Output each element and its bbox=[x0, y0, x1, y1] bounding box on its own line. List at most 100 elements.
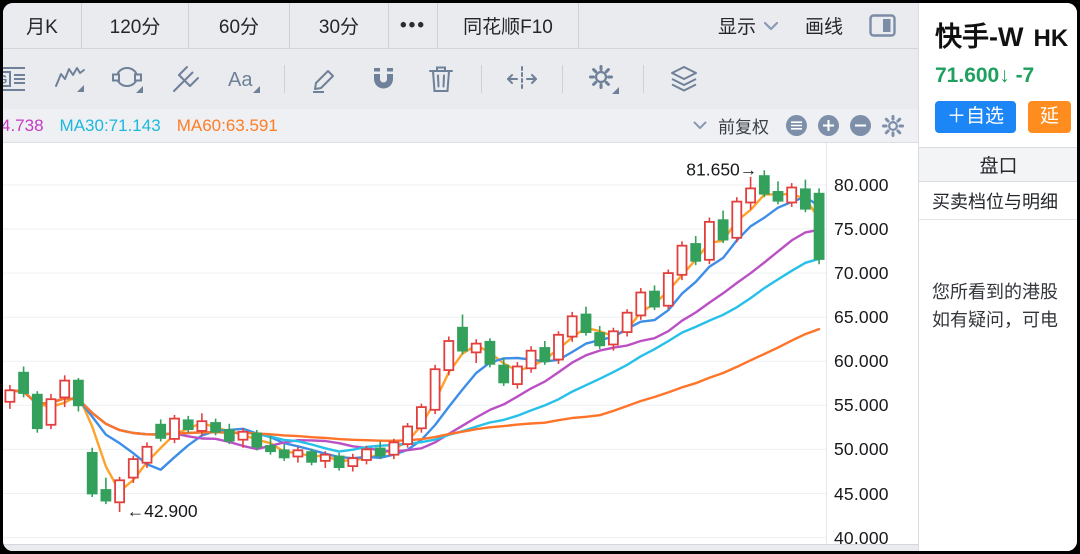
tab-60min[interactable]: 60分 bbox=[189, 3, 290, 48]
candle-body bbox=[333, 455, 345, 469]
chart-settings-button[interactable] bbox=[882, 114, 904, 137]
candle-body bbox=[319, 453, 331, 462]
horizontal-expand-icon[interactable] bbox=[504, 61, 540, 97]
add-watchlist-button[interactable]: ＋自选 bbox=[935, 101, 1017, 133]
chevron-down-icon bbox=[763, 15, 779, 37]
quote-panel: 快手-W HK 71.600↓ -7 ＋自选 延 盘口 买卖档位与明细 您所看到的… bbox=[918, 3, 1077, 551]
toolbar-separator bbox=[643, 65, 644, 93]
candle-body bbox=[800, 188, 811, 210]
period-tab-bar: 月K 120分 60分 30分 ••• 同花顺F10 显示 画线 bbox=[3, 3, 918, 49]
magnet-icon[interactable] bbox=[365, 61, 401, 97]
tab-30min[interactable]: 30分 bbox=[290, 3, 389, 48]
candle-body bbox=[73, 379, 84, 407]
candle-body bbox=[662, 272, 674, 307]
candle-body bbox=[731, 200, 743, 239]
candle-body bbox=[155, 423, 167, 439]
indicator-list-button[interactable] bbox=[786, 115, 807, 136]
candle-body bbox=[402, 425, 414, 446]
candle-body bbox=[676, 244, 688, 276]
hk-quote-notice: 您所看到的港股 如有疑问，可电 bbox=[919, 278, 1077, 334]
price-axis-label: 75.000 bbox=[834, 218, 889, 239]
candle-body bbox=[182, 419, 194, 430]
candle-body bbox=[59, 379, 71, 399]
svg-text:Aa: Aa bbox=[228, 69, 253, 91]
candle-body bbox=[4, 389, 16, 403]
tab-month-k[interactable]: 月K bbox=[3, 3, 82, 48]
price-axis-label: 80.000 bbox=[834, 174, 889, 195]
tab-more-periods[interactable]: ••• bbox=[389, 3, 438, 48]
ellipse-tool-icon[interactable] bbox=[110, 61, 146, 97]
price-axis: 80.000 75.000 70.000 65.000 60.000 55.000 50.0… bbox=[827, 143, 918, 548]
draw-line-button[interactable]: 画线 bbox=[804, 17, 843, 38]
candle-body bbox=[635, 291, 647, 317]
candle-body bbox=[649, 290, 660, 308]
tabbar-right-controls: 显示 画线 bbox=[718, 3, 918, 48]
ma30-value: MA30:71.143 bbox=[59, 115, 161, 135]
candle-body bbox=[278, 449, 290, 459]
delayed-quote-badge[interactable]: 延 bbox=[1028, 101, 1072, 133]
price-annotation: 81.650→ bbox=[686, 159, 757, 179]
price-axis-label: 40.000 bbox=[834, 527, 889, 548]
notice-line: 如有疑问，可电 bbox=[932, 310, 1058, 330]
candle-body bbox=[361, 448, 372, 461]
candle-body bbox=[265, 444, 276, 453]
candle-body bbox=[608, 330, 619, 346]
ma-value-labels: 4.738 MA30:71.143 MA60:63.591 bbox=[3, 116, 278, 136]
tab-ths-f10[interactable]: 同花顺F10 bbox=[438, 3, 579, 48]
candle-body bbox=[758, 175, 770, 195]
candle-body bbox=[141, 445, 153, 464]
tab-120min[interactable]: 120分 bbox=[82, 3, 189, 48]
panel-layout-icon[interactable] bbox=[869, 14, 896, 37]
gear-icon[interactable] bbox=[585, 61, 621, 97]
app-window: 月K 120分 60分 30分 ••• 同花顺F10 显示 画线 bbox=[3, 3, 1077, 551]
notice-line: 您所看到的港股 bbox=[932, 282, 1058, 302]
zoom-in-button[interactable] bbox=[818, 115, 839, 136]
text-tool-icon[interactable]: Aa bbox=[226, 61, 262, 97]
ma10-line bbox=[8, 195, 821, 471]
price-annotation: ←42.900 bbox=[127, 501, 198, 521]
time-axis-strip bbox=[3, 544, 918, 551]
ma5-line bbox=[8, 192, 821, 493]
svg-text:G: G bbox=[3, 73, 7, 87]
candle-body bbox=[347, 457, 359, 468]
gallery-lines-icon[interactable]: G bbox=[3, 61, 30, 97]
pitchfork-icon[interactable] bbox=[168, 61, 204, 97]
candle-body bbox=[745, 187, 756, 204]
trash-icon[interactable] bbox=[423, 61, 459, 97]
chart-region: 81.650→ ←42.900 80.000 75.000 70.000 65.000 6… bbox=[3, 143, 918, 551]
price-axis-label: 55.000 bbox=[834, 395, 889, 416]
layers-icon[interactable] bbox=[666, 61, 702, 97]
candle-body bbox=[772, 191, 784, 202]
drawing-toolbar: G bbox=[3, 49, 918, 109]
ma30-line bbox=[8, 257, 821, 453]
chart-main-area: 月K 120分 60分 30分 ••• 同花顺F10 显示 画线 bbox=[3, 3, 918, 551]
adjust-mode-dropdown[interactable]: 前复权 bbox=[718, 118, 769, 137]
zoom-out-button[interactable] bbox=[850, 115, 871, 136]
candle-body bbox=[690, 243, 702, 262]
price-axis-label: 45.000 bbox=[834, 483, 889, 504]
candle-body bbox=[470, 342, 482, 354]
candle-body bbox=[415, 406, 427, 430]
candle-body bbox=[169, 417, 180, 440]
candlestick-plot[interactable]: 81.650→ ←42.900 bbox=[3, 143, 827, 545]
candle-body bbox=[553, 333, 564, 361]
candle-body bbox=[786, 186, 798, 204]
candle-body bbox=[292, 449, 304, 458]
candle-body bbox=[100, 489, 112, 502]
candle-body bbox=[388, 441, 400, 456]
candle-body bbox=[31, 393, 43, 430]
pankou-tab[interactable]: 盘口 bbox=[919, 147, 1077, 182]
candle-body bbox=[210, 422, 222, 433]
candle-body bbox=[594, 332, 606, 347]
trendline-icon[interactable] bbox=[52, 61, 88, 97]
candle-body bbox=[251, 432, 263, 448]
pencil-icon[interactable] bbox=[307, 61, 343, 97]
ma20-value: 4.738 bbox=[3, 115, 44, 135]
candle-body bbox=[374, 447, 386, 457]
ma60-value: MA60:63.591 bbox=[176, 115, 278, 135]
candle-body bbox=[223, 429, 235, 442]
display-dropdown[interactable]: 显示 bbox=[718, 12, 779, 39]
order-book-detail-link[interactable]: 买卖档位与明细 bbox=[919, 182, 1077, 220]
toolbar-separator bbox=[284, 65, 285, 93]
chart-controls: 前复权 bbox=[693, 113, 918, 138]
